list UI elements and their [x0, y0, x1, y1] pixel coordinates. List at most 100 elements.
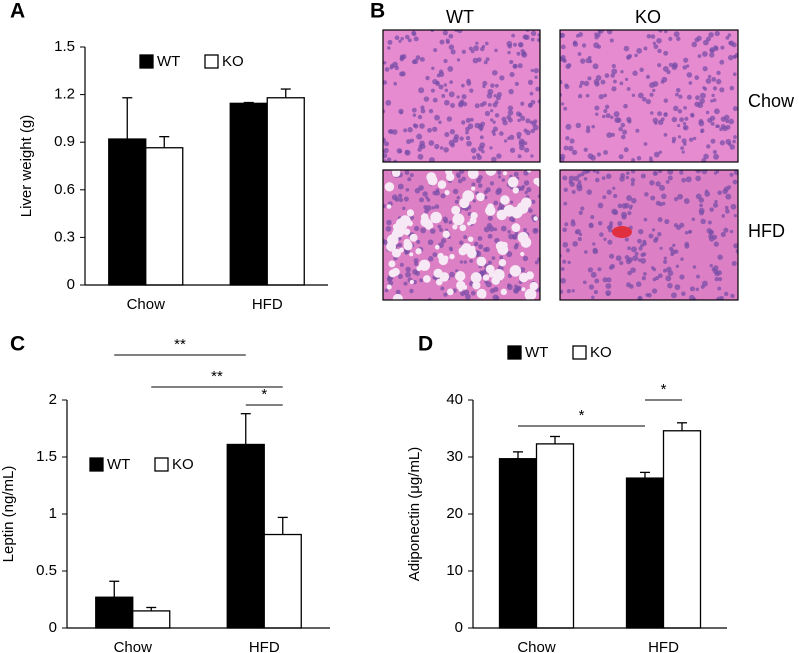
nucleus	[675, 264, 680, 268]
nucleus	[603, 93, 608, 98]
nucleus	[417, 114, 423, 120]
nucleus	[400, 37, 404, 41]
nucleus	[597, 267, 602, 272]
nucleus	[627, 211, 632, 216]
nucleus	[589, 222, 594, 227]
nucleus	[645, 74, 651, 79]
nucleus	[674, 284, 681, 291]
lipid-droplet	[445, 170, 453, 176]
panel-label: C	[10, 333, 25, 356]
nucleus	[402, 206, 406, 211]
nucleus	[511, 33, 516, 38]
nucleus	[656, 37, 662, 44]
nucleus	[662, 66, 669, 72]
nucleus	[638, 246, 643, 251]
nucleus	[485, 57, 490, 62]
nucleus	[661, 193, 667, 200]
nucleus	[688, 137, 694, 142]
nucleus	[636, 47, 643, 54]
nucleus	[643, 272, 647, 276]
legend-label: KO	[222, 53, 244, 70]
nucleus	[634, 53, 638, 58]
nucleus	[520, 115, 526, 121]
nucleus	[469, 259, 473, 263]
nucleus	[426, 198, 431, 202]
lipid-droplet	[520, 251, 525, 257]
bar	[145, 147, 184, 286]
nucleus	[450, 142, 455, 148]
nucleus	[712, 149, 717, 155]
nucleus	[582, 170, 589, 175]
nucleus	[706, 144, 711, 149]
nucleus	[560, 277, 567, 284]
nucleus	[387, 46, 391, 50]
nucleus	[484, 41, 489, 46]
nucleus	[657, 111, 663, 117]
nucleus	[594, 112, 599, 116]
legend-swatch	[204, 54, 219, 69]
nucleus	[469, 88, 474, 93]
nucleus	[493, 227, 498, 232]
nucleus	[725, 35, 730, 40]
tissue-image	[560, 30, 738, 162]
nucleus	[603, 149, 609, 155]
nucleus	[571, 189, 576, 195]
nucleus	[423, 96, 430, 102]
nucleus	[685, 176, 692, 183]
nucleus	[562, 175, 568, 181]
nucleus	[397, 242, 403, 248]
bar	[229, 102, 268, 286]
nucleus	[530, 128, 536, 134]
nucleus	[729, 229, 734, 234]
lipid-droplet	[444, 189, 450, 196]
nucleus	[516, 51, 521, 56]
nucleus	[476, 57, 482, 63]
nucleus	[585, 128, 591, 134]
nucleus	[620, 122, 626, 128]
nucleus	[528, 208, 533, 213]
nucleus	[414, 187, 421, 194]
nucleus	[588, 284, 595, 290]
nucleus	[511, 218, 516, 223]
lipid-droplet	[392, 293, 403, 300]
lipid-droplet	[446, 288, 454, 296]
lipid-droplet	[437, 180, 447, 189]
nucleus	[439, 228, 444, 232]
nucleus	[461, 94, 467, 100]
nucleus	[444, 88, 449, 93]
nucleus	[407, 38, 412, 43]
nucleus	[606, 277, 612, 283]
nucleus	[536, 257, 540, 262]
nucleus	[398, 108, 404, 115]
nucleus	[686, 72, 693, 78]
nucleus	[590, 214, 595, 220]
nucleus	[449, 80, 454, 85]
nucleus	[670, 249, 676, 255]
nucleus	[657, 170, 663, 174]
nucleus	[649, 158, 654, 162]
nucleus	[489, 181, 495, 186]
nucleus	[418, 87, 425, 94]
nucleus	[591, 124, 595, 129]
nucleus	[428, 140, 435, 146]
nucleus	[522, 255, 529, 262]
nucleus	[679, 274, 685, 280]
nucleus	[696, 274, 700, 279]
nucleus	[716, 70, 721, 76]
nucleus	[602, 277, 608, 283]
histology-images	[382, 29, 739, 301]
nucleus	[409, 138, 415, 143]
nucleus	[667, 170, 674, 175]
y-tick-label: 0.6	[54, 181, 75, 198]
significance-label: *	[661, 381, 667, 398]
nucleus	[591, 295, 595, 300]
nucleus	[492, 126, 498, 132]
nucleus	[562, 241, 569, 248]
nucleus	[564, 222, 569, 227]
lipid-droplet	[409, 233, 418, 242]
nucleus	[617, 220, 623, 227]
nucleus	[521, 51, 526, 57]
nucleus	[733, 135, 737, 139]
y-tick-label: 2	[49, 391, 57, 408]
nucleus	[427, 239, 434, 246]
